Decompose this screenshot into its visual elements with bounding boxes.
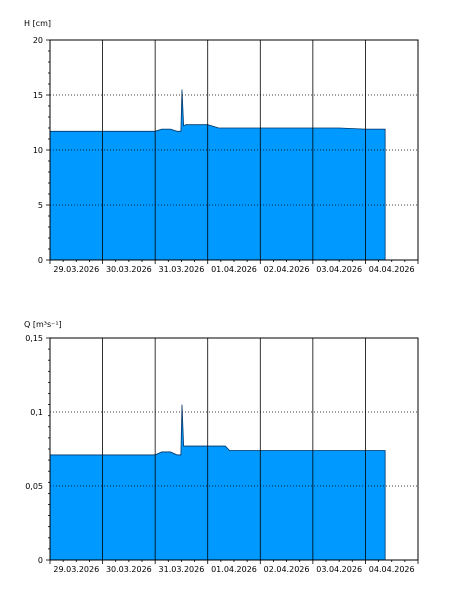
series-line-1 [50, 89, 386, 260]
x-tick-label: 31.03.2026 [159, 265, 205, 274]
y-tick-label: 0 [38, 256, 43, 265]
y-axis-label: H [cm] [24, 19, 51, 28]
x-tick-label: 03.04.2026 [316, 265, 362, 274]
y-tick-label: 10 [33, 146, 43, 155]
x-tick-label: 01.04.2026 [211, 265, 257, 274]
series-area-1 [50, 404, 386, 560]
y-tick-label: 15 [33, 91, 43, 100]
y-tick-label: 0,1 [30, 408, 43, 417]
y-tick-label: 5 [38, 201, 43, 210]
x-tick-label: 03.04.2026 [316, 565, 362, 574]
x-tick-label: 01.04.2026 [211, 565, 257, 574]
x-tick-label: 30.03.2026 [106, 565, 152, 574]
x-tick-label: 02.04.2026 [264, 565, 310, 574]
x-tick-label: 04.04.2026 [369, 565, 415, 574]
x-tick-label: 30.03.2026 [106, 265, 152, 274]
chart-panel-1: 0 5 10 15 20 H [cm] 29.03.2026 30.03.2026 31.03.… [24, 19, 419, 274]
y-tick-label: 0,05 [25, 482, 43, 491]
y-tick-label: 0,15 [25, 334, 43, 343]
x-tick-label: 31.03.2026 [159, 565, 205, 574]
y-tick-label: 0 [38, 556, 43, 565]
y-axis-label: Q [m³s⁻¹] [24, 320, 62, 329]
chart-panel-2: 0 0,05 0,1 0,15 Q [m³s⁻¹] 29.03.2026 30.03.202… [24, 320, 419, 574]
series-line-1 [50, 404, 386, 560]
x-tick-label: 29.03.2026 [53, 565, 99, 574]
series-area-1 [50, 89, 386, 260]
y-tick-label: 20 [33, 36, 43, 45]
x-tick-label: 04.04.2026 [369, 265, 415, 274]
x-tick-label: 29.03.2026 [53, 265, 99, 274]
x-tick-label: 02.04.2026 [264, 265, 310, 274]
